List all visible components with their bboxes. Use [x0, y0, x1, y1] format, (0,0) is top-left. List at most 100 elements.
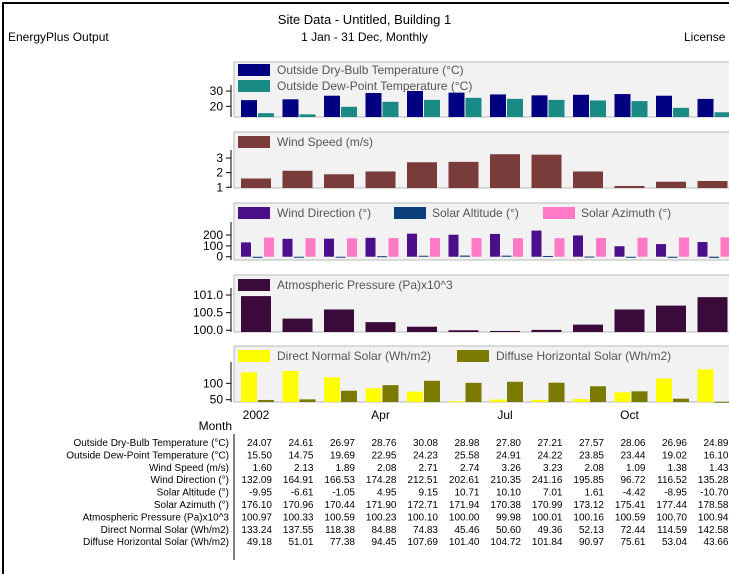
- table-cell: 28.98: [454, 438, 479, 449]
- table-cell: 114.59: [657, 525, 687, 536]
- table-cell: 9.15: [419, 488, 439, 499]
- table-cell: 23.85: [579, 450, 604, 461]
- table-cell: 27.21: [537, 438, 562, 449]
- table-cell: 166.53: [324, 475, 355, 486]
- legend-label: Solar Altitude (°): [432, 206, 519, 220]
- table-cell: 116.52: [657, 475, 687, 486]
- table-cell: 100.01: [532, 512, 563, 523]
- chart-bar: [573, 325, 603, 332]
- table-cell: 53.04: [662, 537, 687, 548]
- chart-bar: [490, 94, 506, 117]
- table-cell: -9.95: [249, 488, 272, 499]
- chart-bar: [656, 379, 672, 402]
- chart-bar: [366, 388, 382, 402]
- table-cell: 50.60: [496, 525, 521, 536]
- table-cell: 2.13: [294, 463, 314, 474]
- chart-bar: [679, 237, 689, 256]
- chart-bar: [490, 234, 500, 257]
- chart-bar: [300, 114, 316, 117]
- table-cell: 1.61: [585, 488, 605, 499]
- chart-bar: [283, 371, 299, 402]
- y-tick-label: 100.5: [193, 306, 223, 320]
- table-cell: 49.36: [537, 525, 562, 536]
- chart-bar: [590, 386, 606, 402]
- chart-bar: [264, 238, 274, 257]
- chart-bar: [513, 238, 523, 256]
- y-tick-label: 3: [216, 151, 223, 165]
- table-cell: 135.28: [698, 475, 729, 486]
- chart-bar: [698, 297, 728, 332]
- table-cell: 202.61: [449, 475, 480, 486]
- chart-bar: [306, 238, 316, 257]
- chart-bar: [466, 98, 482, 117]
- table-cell: 133.24: [241, 525, 272, 536]
- table-cell: 100.23: [366, 512, 397, 523]
- chart-bar: [407, 91, 423, 117]
- chart-bar: [336, 257, 346, 258]
- table-row-label: Outside Dew-Point Temperature (°C): [66, 450, 229, 461]
- chart-bar: [490, 154, 520, 188]
- table-cell: 100.97: [241, 512, 272, 523]
- table-cell: 24.91: [496, 450, 521, 461]
- table-cell: 1.38: [668, 463, 688, 474]
- chart-bar: [573, 95, 589, 117]
- chart-bar: [698, 369, 714, 402]
- table-cell: 100.16: [573, 512, 604, 523]
- chart-bar: [626, 257, 636, 258]
- table-cell: 1.43: [709, 463, 729, 474]
- table-cell: 24.61: [288, 438, 313, 449]
- chart-bar: [449, 401, 465, 402]
- table-cell: 1.89: [336, 463, 356, 474]
- table-cell: 104.72: [490, 537, 521, 548]
- table-cell: 90.97: [579, 537, 604, 548]
- table-row-label: Solar Azimuth (°): [154, 500, 229, 511]
- table-cell: 25.58: [454, 450, 479, 461]
- chart-bar: [490, 331, 520, 332]
- table-cell: 19.69: [330, 450, 355, 461]
- chart-bar: [389, 238, 399, 257]
- chart-bar: [638, 238, 648, 257]
- chart-bar: [324, 96, 340, 117]
- table-cell: 30.08: [413, 438, 438, 449]
- y-tick-label: 20: [210, 99, 224, 113]
- chart-bar: [615, 392, 631, 402]
- table-cell: 212.51: [407, 475, 438, 486]
- chart-bar: [715, 402, 729, 403]
- chart-bar: [532, 95, 548, 117]
- chart-bar: [407, 392, 423, 402]
- chart-bar: [632, 391, 648, 402]
- table-cell: 100.00: [449, 512, 480, 523]
- chart-bar: [419, 256, 429, 257]
- chart-bar: [241, 296, 271, 332]
- chart-bar: [366, 238, 376, 257]
- chart-bar: [383, 385, 399, 402]
- chart-bar: [698, 99, 714, 117]
- table-cell: 3.26: [502, 463, 522, 474]
- chart-bar: [590, 100, 606, 117]
- table-cell: 24.07: [247, 438, 272, 449]
- table-cell: 27.57: [579, 438, 604, 449]
- legend-label: Atmospheric Pressure (Pa)x10^3: [277, 278, 453, 292]
- table-cell: 22.95: [371, 450, 396, 461]
- chart-bar: [715, 112, 729, 117]
- table-cell: -6.61: [291, 488, 314, 499]
- table-cell: 1.09: [626, 463, 646, 474]
- table-cell: 75.61: [620, 537, 645, 548]
- legend-label: Diffuse Horizontal Solar (Wh/m2): [496, 349, 671, 363]
- chart-bar: [324, 309, 354, 332]
- table-row-label: Direct Normal Solar (Wh/m2): [101, 525, 229, 536]
- chart-bar: [324, 174, 354, 188]
- legend-swatch: [238, 136, 270, 148]
- table-cell: 100.10: [407, 512, 438, 523]
- y-tick-label: 50: [210, 393, 224, 407]
- chart-bar: [341, 391, 357, 402]
- chart-bar: [241, 100, 257, 117]
- table-cell: 49.18: [247, 537, 272, 548]
- chart-bar: [585, 257, 595, 258]
- chart-bar: [532, 231, 542, 257]
- table-row-label: Diffuse Horizontal Solar (Wh/m2): [83, 537, 229, 548]
- table-cell: 16.10: [703, 450, 728, 461]
- chart-bar: [573, 235, 583, 256]
- chart-bar: [532, 330, 562, 332]
- chart-bar: [721, 237, 729, 256]
